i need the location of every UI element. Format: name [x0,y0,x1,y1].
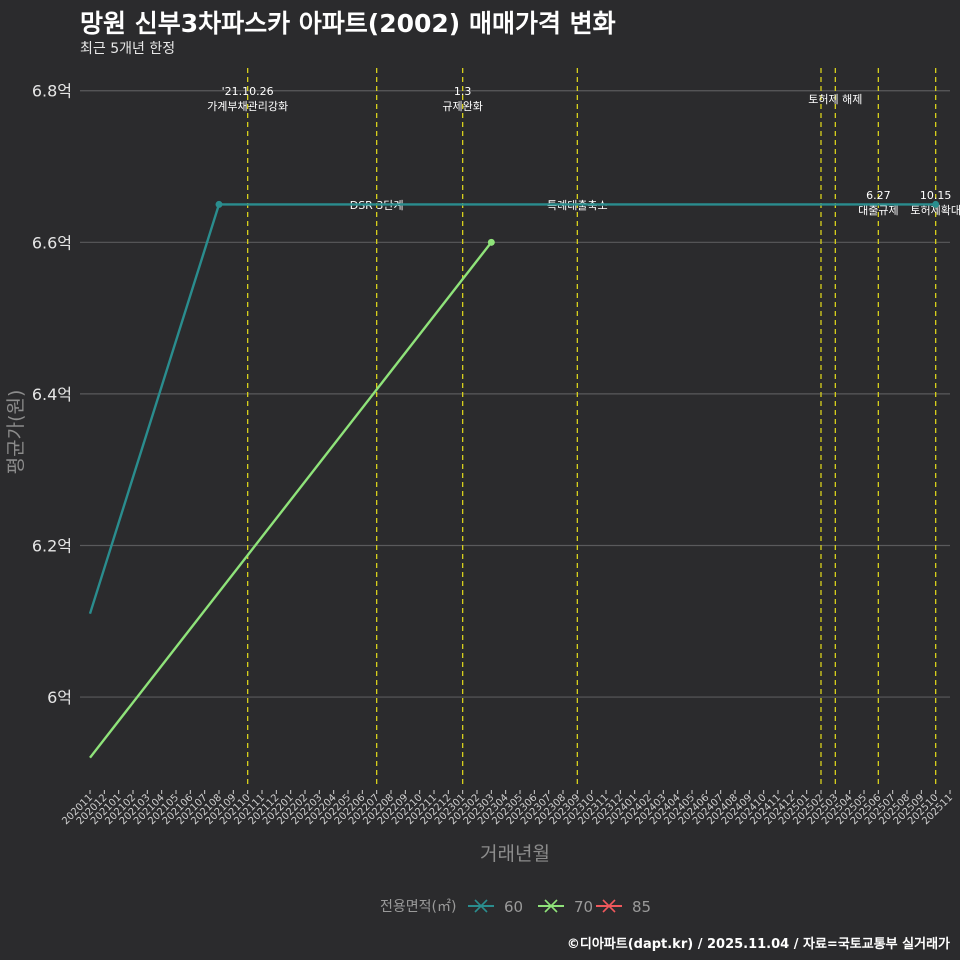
y-axis-title: 평균가(원) [5,390,27,475]
y-tick-label: 6.8억 [32,82,72,101]
chart-title: 망원 신부3차파스카 아파트(2002) 매매가격 변화 [80,9,616,38]
event-label: 가계부채관리강화 [207,100,288,113]
event-label: '21.10.26 [222,85,274,98]
event-label: 1.3 [454,85,472,98]
event-label: 대출규제 [858,204,898,217]
series-point-60 [932,200,940,208]
grid-lines [80,90,950,698]
y-tick-label: 6.6억 [32,233,72,252]
legend-title: 전용면적(㎡) [380,899,456,915]
legend: 전용면적(㎡) 60 70 85 [380,898,651,916]
chart-caption: ©디아파트(dapt.kr) / 2025.11.04 / 자료=국토교통부 실… [566,937,950,952]
y-tick-label: 6.4억 [32,385,72,404]
legend-key-cross-60 [474,899,488,913]
x-axis-title: 거래년월 [480,843,550,865]
legend-label-60: 60 [504,898,523,916]
series-line-60 [88,203,936,615]
y-axis: 6억 6.2억 6.4억 6.6억 6.8억 [32,82,72,707]
event-label: 10.15 [920,189,952,202]
series-line-70 [89,241,493,759]
series-lines [88,200,940,759]
y-tick-label: 6.2억 [32,536,72,555]
event-label: 토허제확대 [910,204,960,217]
legend-label-70: 70 [574,898,593,916]
event-label: 6.27 [866,189,891,202]
x-axis: 2020112020122021012021022021032021042021… [60,790,955,827]
legend-label-85: 85 [632,898,651,916]
chart-subtitle: 최근 5개년 한정 [80,41,176,57]
event-label: 규제완화 [442,100,482,113]
series-point-70 [487,238,495,246]
series-point-60 [215,200,223,208]
legend-key-cross-70 [544,899,558,913]
y-tick-label: 6억 [47,688,72,707]
legend-key-cross-85 [602,899,616,913]
event-label: 토허제 해제 [808,92,862,106]
